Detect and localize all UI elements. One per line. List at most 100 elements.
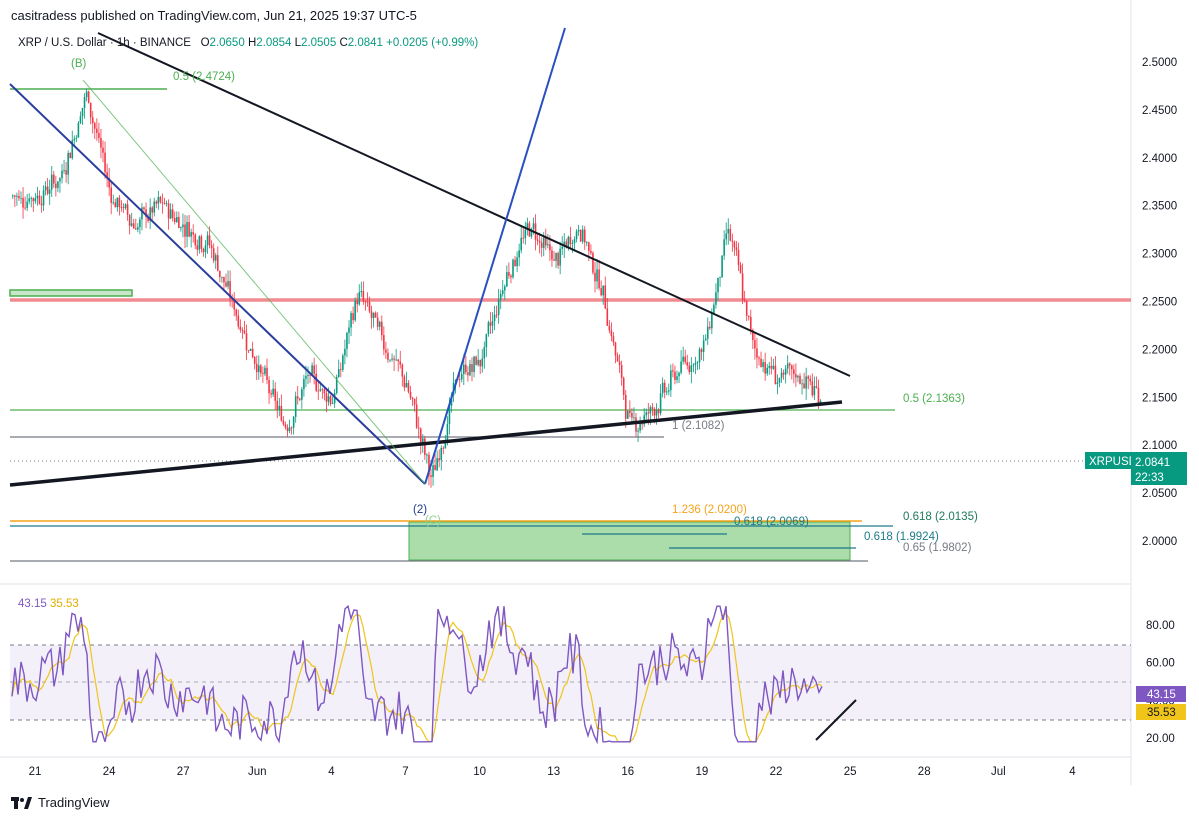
candle-body (573, 239, 576, 244)
green-box-small[interactable] (9, 289, 133, 297)
candle-body (432, 465, 434, 477)
candle-body (434, 465, 436, 471)
rsi-ma-line (11, 612, 823, 743)
candle-body (786, 363, 789, 369)
candle-body (376, 317, 379, 327)
rsi-tick-label: 20.00 (1146, 733, 1175, 745)
wave-projection-line[interactable] (82, 79, 426, 485)
candle-body (690, 365, 693, 373)
candle-body (624, 394, 627, 419)
candle-body (733, 241, 736, 248)
candle-body (61, 170, 63, 179)
candle-body (725, 233, 727, 240)
candle-body (180, 227, 182, 229)
candle-body (747, 315, 750, 318)
candle-body (53, 174, 55, 184)
candle-body (184, 224, 186, 237)
time-tick-label: Jul (991, 766, 1006, 778)
candle-body (696, 362, 699, 364)
candle-body (483, 347, 486, 359)
candle-body (760, 358, 762, 367)
candle-body (276, 400, 279, 410)
candle-body (264, 367, 266, 375)
candle-body (368, 301, 371, 312)
candle-body (497, 299, 500, 315)
candle-body (348, 327, 350, 333)
rsi-divergence-line[interactable] (815, 699, 857, 741)
candle-body (682, 356, 684, 362)
candle-body (563, 241, 566, 247)
impulse-line[interactable] (424, 27, 566, 485)
candle-body (424, 438, 426, 455)
symbol-name[interactable]: XRP / U.S. Dollar · 1h · BINANCE (18, 37, 191, 49)
candle-body (370, 311, 373, 318)
candle-body (719, 277, 721, 278)
candle-body (756, 348, 758, 358)
candle-body (313, 365, 315, 374)
candle-body (426, 454, 428, 456)
candle-body (465, 364, 467, 373)
rsi-ma-badge-text: 35.53 (1147, 707, 1176, 719)
candle-body (428, 454, 430, 476)
candle-body (491, 321, 494, 326)
candle-body (750, 317, 752, 330)
candle-body (243, 330, 246, 334)
candle-body (713, 304, 715, 314)
candle-body (153, 201, 156, 213)
candle-body (506, 272, 508, 287)
candle-body (565, 241, 568, 248)
candle-body (14, 195, 16, 197)
candle-body (471, 364, 473, 372)
candle-body (401, 364, 404, 377)
candle-body (729, 229, 732, 241)
candle-body (378, 321, 381, 327)
time-tick-label: 28 (918, 766, 931, 778)
price-axis[interactable]: 2.5000 2.4500 2.4000 2.3500 2.3000 2.2500 2.20… (1142, 57, 1177, 548)
candle-body (672, 370, 674, 372)
channel-line[interactable] (9, 83, 426, 485)
time-tick-label: 7 (402, 766, 408, 778)
candle-body (583, 229, 586, 243)
tradingview-logo[interactable]: TradingView (11, 795, 110, 810)
candle-body (635, 417, 637, 432)
candle-body (651, 407, 654, 409)
price-tick-label: 2.4000 (1142, 153, 1177, 165)
candle-body (194, 234, 197, 246)
candle-body (622, 377, 625, 395)
ascending-trendline[interactable] (9, 400, 843, 487)
candle-body (206, 235, 209, 246)
time-axis[interactable]: 21 24 27 Jun 4 7 10 13 16 19 22 25 28 Jul 4 (29, 766, 1077, 778)
candle-body (98, 132, 100, 139)
candle-body (731, 240, 734, 242)
candle-body (647, 412, 650, 414)
candle-body (772, 365, 775, 369)
candle-body (305, 376, 307, 379)
last-price-badge (1131, 452, 1187, 485)
candle-body (614, 342, 617, 356)
demand-zone[interactable] (408, 521, 851, 561)
candle-body (592, 252, 594, 273)
candle-body (163, 202, 166, 204)
fib-top-label: 0.5 (2.4724) (173, 71, 235, 83)
tradingview-brand-text: TradingView (38, 795, 110, 810)
candle-body (561, 246, 563, 249)
fib-065-label: 0.65 (1.9802) (903, 542, 972, 554)
candle-body (55, 183, 57, 188)
candle-body (538, 240, 541, 243)
candle-body (389, 359, 391, 361)
candle-body (352, 313, 354, 321)
candle-body (553, 259, 555, 261)
candle-body (77, 122, 80, 138)
candle-body (44, 186, 47, 191)
candle-body (360, 290, 363, 293)
candle-body (278, 405, 281, 410)
candle-body (633, 417, 635, 419)
descending-trendline[interactable] (97, 32, 851, 377)
time-tick-label: 4 (328, 766, 335, 778)
candle-body (612, 336, 615, 343)
candle-body (87, 91, 90, 103)
candle-body (415, 404, 418, 428)
candle-body (108, 178, 110, 188)
